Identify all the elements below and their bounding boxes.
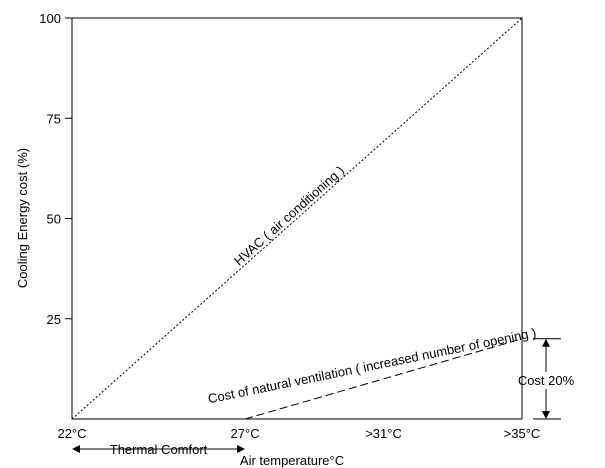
thermal-comfort-label: Thermal Comfort	[110, 442, 208, 457]
y-tick-label-75: 75	[47, 111, 61, 126]
y-tick-label-100: 100	[39, 11, 61, 26]
x-axis: 22°C 27°C >31°C >35°C	[57, 426, 540, 441]
cost-label: Cost 20%	[518, 373, 575, 388]
x-tick-label-0: 22°C	[57, 426, 86, 441]
series-label-hvac: HVAC ( air conditioning )	[231, 163, 347, 269]
annotation-layer: Thermal Comfort Cost 20%	[72, 338, 575, 457]
x-tick-label-1: 27°C	[231, 426, 260, 441]
series-label-natural-ventilation: Cost of natural ventilation ( increased …	[207, 325, 538, 406]
y-tick-label-25: 25	[47, 312, 61, 327]
series-line-1	[244, 338, 523, 420]
y-axis-label: Cooling Energy cost (%)	[15, 148, 30, 288]
series-line-0	[71, 17, 523, 420]
x-axis-label: Air temperature°C	[240, 453, 344, 468]
y-tick-label-50: 50	[47, 212, 61, 227]
series-layer: HVAC ( air conditioning ) Cost of natural…	[71, 17, 538, 420]
x-tick-label-3: >35°C	[504, 426, 541, 441]
y-axis: 25 50 75 100	[39, 11, 72, 327]
x-tick-label-2: >31°C	[365, 426, 402, 441]
